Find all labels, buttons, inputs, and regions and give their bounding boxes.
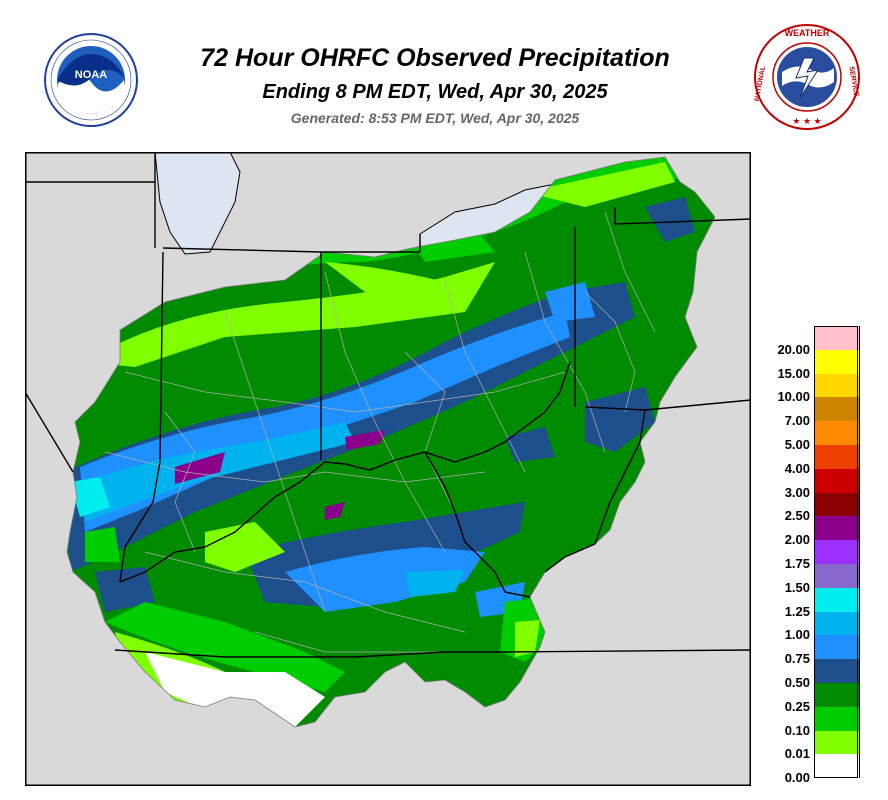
- legend-swatch: [814, 635, 860, 660]
- legend-label: 2.50: [784, 508, 810, 524]
- legend-swatch: [814, 730, 860, 755]
- map-subtitle: Ending 8 PM EDT, Wed, Apr 30, 2025: [262, 81, 608, 103]
- noaa-logo-icon: NOAA: [44, 33, 138, 127]
- legend-label: 0.50: [784, 675, 810, 690]
- map-title: 72 Hour OHRFC Observed Precipitation: [200, 44, 670, 72]
- legend-swatch: [814, 659, 860, 683]
- lake-michigan: [154, 152, 241, 255]
- precipitation-map: [25, 152, 751, 786]
- legend-label: 4.00: [784, 460, 810, 476]
- legend-label: 1.25: [784, 603, 810, 619]
- state-boundaries: [25, 152, 751, 658]
- precipitation-legend: 20.00 15.00 10.00 7.00 5.00 4.00 3.00 2.50 2.00 1…: [754, 326, 864, 786]
- legend-label: 1.50: [784, 579, 810, 595]
- legend-swatch: [814, 397, 860, 422]
- legend-swatch: [814, 587, 860, 612]
- generated-timestamp: Generated: 8:53 PM EDT, Wed, Apr 30, 202…: [290, 110, 580, 126]
- map-frame: [25, 152, 751, 786]
- legend-swatch: [814, 540, 860, 564]
- legend-swatch: [814, 349, 860, 374]
- legend-label: 0.75: [784, 651, 810, 667]
- legend-label: 5.00: [784, 437, 810, 452]
- legend-label: 0.25: [784, 698, 810, 714]
- legend-swatch: [814, 683, 860, 707]
- legend-label: 0.00: [784, 770, 810, 786]
- noaa-logo-text: NOAA: [75, 69, 107, 81]
- legend-label: 3.00: [784, 484, 810, 500]
- svg-text:★ ★ ★: ★ ★ ★: [792, 116, 821, 126]
- legend-swatch: [814, 373, 860, 398]
- legend-label: 20.00: [777, 341, 810, 357]
- legend-label: 1.75: [784, 556, 810, 571]
- legend-label: 10.00: [777, 389, 810, 405]
- legend-swatch: [814, 326, 860, 350]
- legend-label: 7.00: [784, 413, 810, 429]
- nws-logo-icon: WEATHER NATIONAL SERVICE ★ ★ ★: [754, 24, 860, 130]
- legend-label: 0.01: [784, 746, 810, 762]
- legend-swatch: [814, 445, 860, 469]
- svg-text:WEATHER: WEATHER: [785, 28, 830, 38]
- legend-label: 0.10: [784, 722, 810, 738]
- sub-basin-lines: [104, 211, 656, 653]
- legend-swatch: [814, 492, 860, 517]
- legend-swatch: [814, 611, 860, 636]
- legend-swatch: [814, 516, 860, 541]
- legend-label: 2.00: [784, 532, 810, 548]
- legend-swatch: [814, 421, 860, 445]
- legend-label: 1.00: [784, 627, 810, 643]
- legend-swatch: [814, 468, 860, 493]
- legend-swatch: [814, 706, 860, 731]
- legend-swatch: [814, 754, 860, 779]
- legend-label: 15.00: [777, 365, 810, 381]
- legend-swatch: [814, 564, 860, 588]
